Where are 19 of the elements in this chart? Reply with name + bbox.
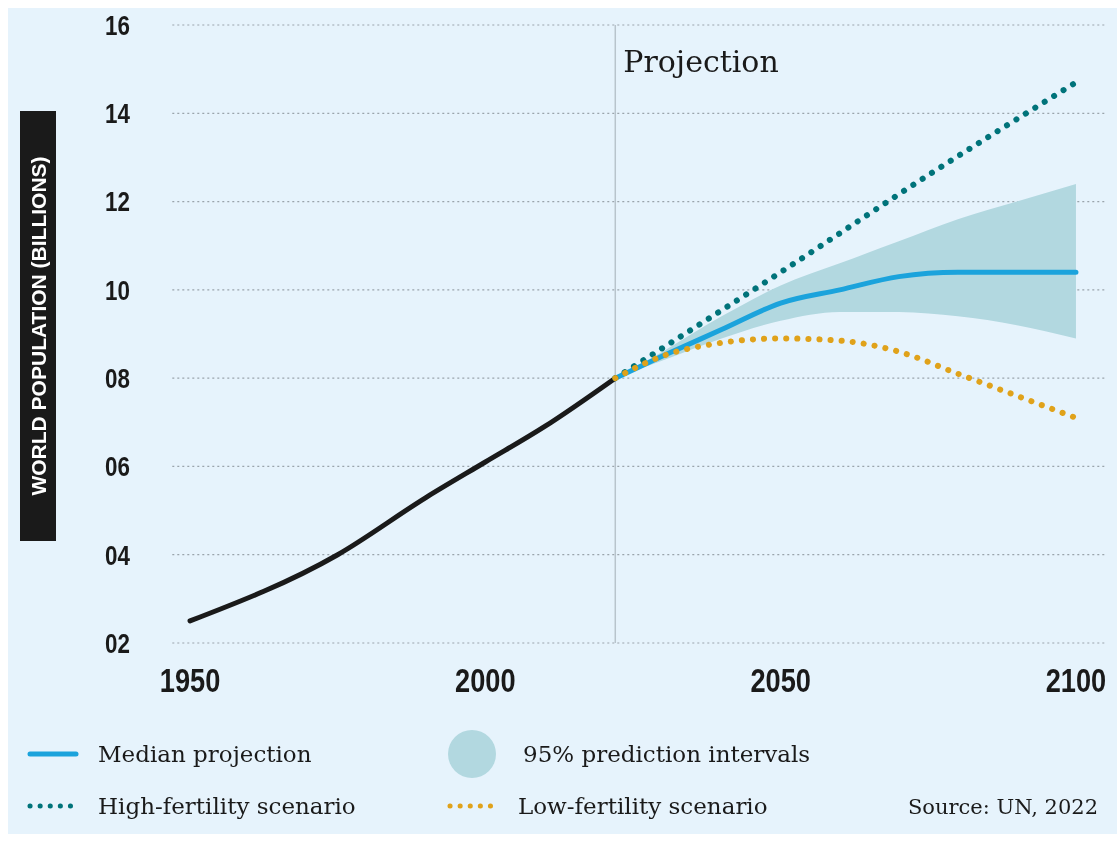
y-tick-label: 06 xyxy=(105,450,130,482)
y-tick-label: 12 xyxy=(105,185,130,217)
x-tick-label: 2000 xyxy=(455,661,516,700)
x-tick-label: 2100 xyxy=(1045,661,1107,700)
y-axis-title: WORLD POPULATION (BILLIONS) xyxy=(26,156,50,496)
y-tick-label: 16 xyxy=(105,9,130,41)
legend-label: High-fertility scenario xyxy=(98,793,356,820)
legend-label: Low-fertility scenario xyxy=(518,793,768,820)
y-tick-label: 14 xyxy=(105,97,130,129)
source-note: Source: UN, 2022 xyxy=(907,795,1098,819)
x-tick-label: 1950 xyxy=(159,661,221,700)
ref-line-label: Projection xyxy=(623,44,779,79)
y-tick-label: 02 xyxy=(105,627,130,659)
text: 95% prediction intervals xyxy=(523,741,811,768)
y-tick-label: 08 xyxy=(105,362,130,394)
x-tick-label: 2050 xyxy=(750,661,811,700)
y-tick-label: 04 xyxy=(105,539,130,571)
y-tick-label: 10 xyxy=(105,274,130,306)
legend-label: Median projection xyxy=(98,741,312,768)
